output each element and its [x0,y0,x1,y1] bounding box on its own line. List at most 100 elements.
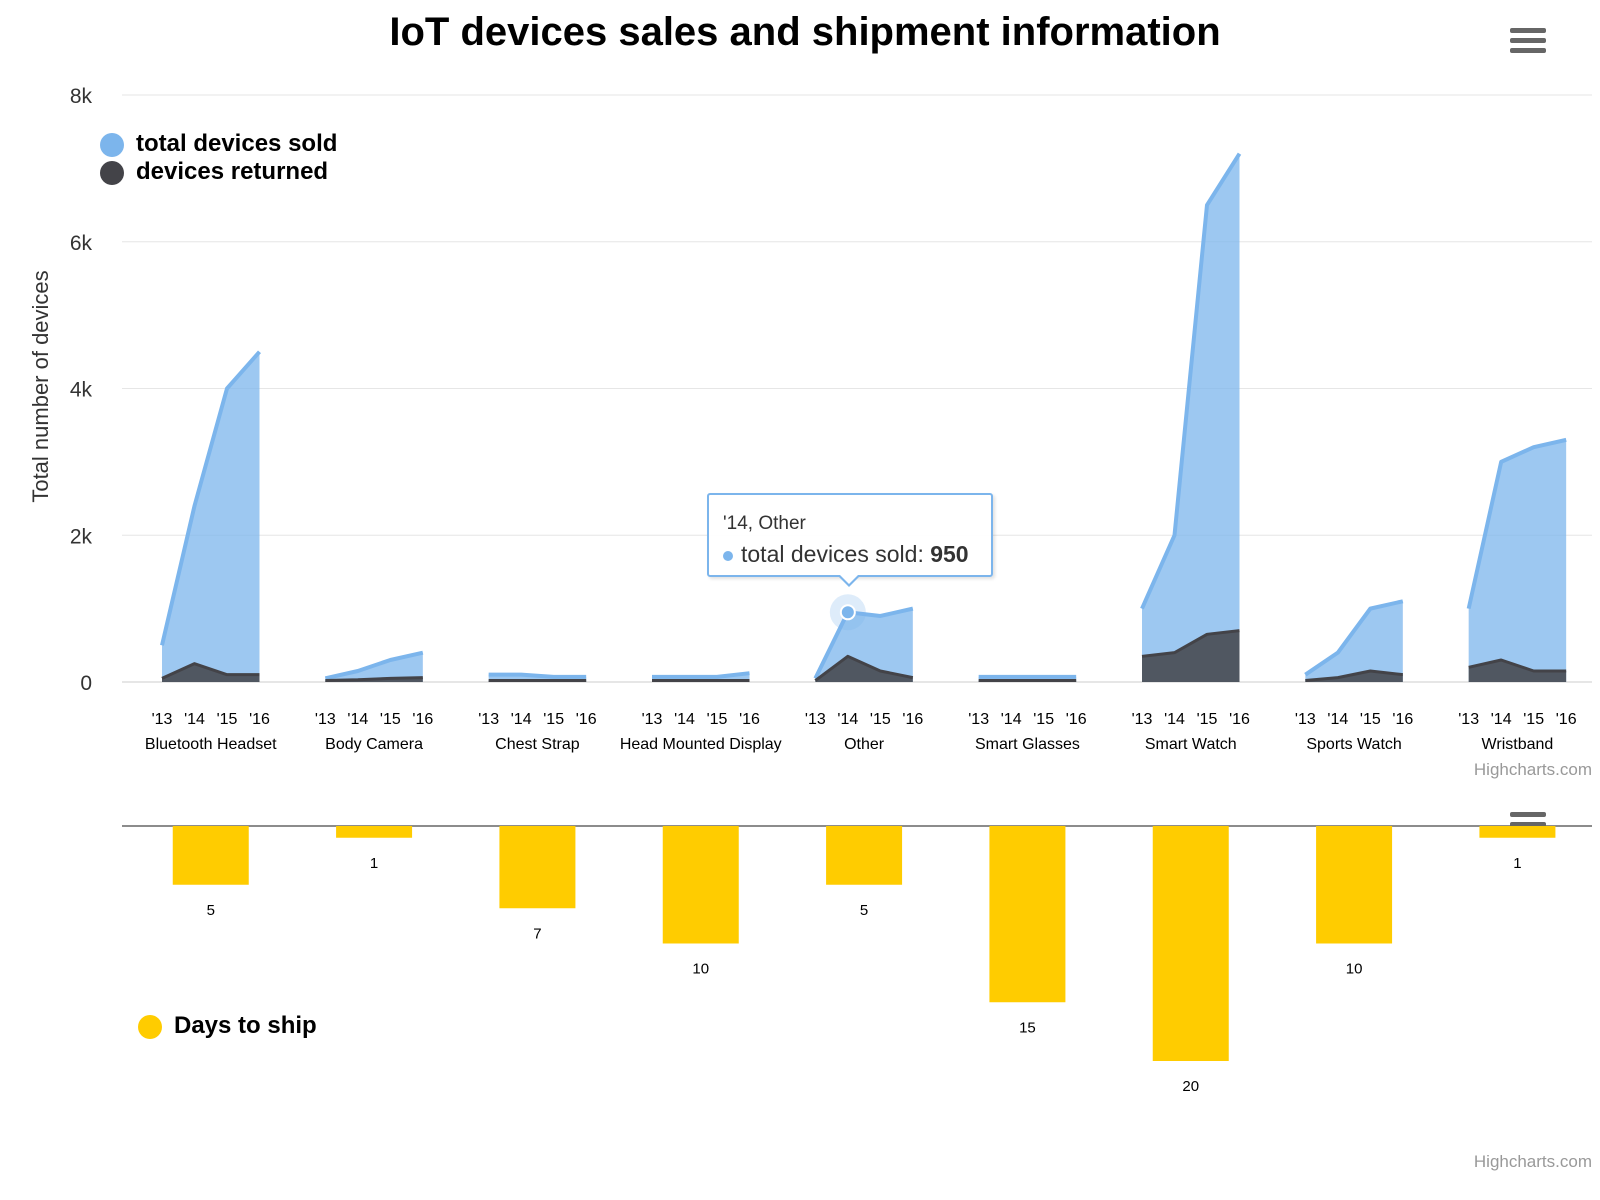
x-year-label: '13 [1458,711,1479,728]
x-year-label: '13 [1295,711,1316,728]
bar-data-label: 1 [370,855,378,872]
legend-item-days-to-ship[interactable]: Days to ship [138,1012,317,1040]
y-tick-label: 0 [80,672,92,695]
bar-data-label: 5 [207,902,215,919]
x-year-label: '13 [315,711,336,728]
legend-label-days-to-ship: Days to ship [174,1012,317,1039]
x-year-label: '15 [1523,711,1544,728]
line-returned [1141,629,1240,658]
x-year-label: '14 [347,711,368,728]
x-year-label: '14 [1001,711,1022,728]
line-returned [325,676,423,683]
x-year-label: '14 [511,711,532,728]
x-year-label: '15 [707,711,728,728]
tooltip-body: total devices sold: 950 [723,541,969,568]
line-total-sold [1140,152,1242,610]
legend-label-returned: devices returned [136,158,329,185]
legend-marker-total-sold [100,132,124,157]
tooltip-value: 950 [930,541,969,567]
line-total-sold [488,672,587,679]
bar-data-label: 5 [860,902,868,919]
tooltip-header: '14, Other [723,513,806,534]
hamburger-menu-icon[interactable] [1510,28,1546,58]
line-returned [1468,658,1567,673]
x-year-label: '16 [412,711,433,728]
x-year-label: '16 [576,711,597,728]
line-returned [1305,669,1403,683]
x-year-label: '16 [739,711,760,728]
x-category-label: Chest Strap [495,736,580,753]
line-total-sold [1304,599,1404,677]
bar-data-label: 15 [1019,1019,1036,1036]
tooltip-series-name: total devices sold [741,541,918,567]
bar-data-label: 1 [1513,855,1521,872]
x-year-label: '15 [380,711,401,728]
bar-days-to-ship [499,826,576,909]
line-total-sold [652,671,750,679]
x-year-label: '14 [1491,711,1512,728]
x-year-label: '13 [805,711,826,728]
x-year-label: '14 [1164,711,1185,728]
line-returned [161,662,260,680]
x-category-label: Other [844,736,885,753]
bar-days-to-ship [1152,826,1229,1061]
area-total-sold [1305,601,1403,682]
x-year-label: '13 [968,711,989,728]
x-category-label: Body Camera [325,736,423,753]
bar-days-to-ship [662,826,739,944]
legend-marker-returned [100,160,124,185]
bar-days-to-ship [1479,826,1556,838]
x-year-label: '14 [674,711,695,728]
x-year-label: '14 [184,711,205,728]
bar-data-label: 10 [1346,961,1363,978]
line-total-sold [813,606,914,680]
area-returned [1468,659,1567,682]
x-year-label: '13 [152,711,173,728]
x-year-label: '15 [217,711,238,728]
x-category-label: Bluetooth Headset [145,736,277,753]
x-year-label: '15 [870,711,891,728]
bar-days-to-ship [989,826,1066,1003]
legend-item-returned[interactable]: devices returned [100,158,328,186]
bar-days-to-ship [172,826,249,885]
x-year-label: '16 [1556,711,1577,728]
y-tick-label: 4k [70,379,93,402]
y-axis-title: Total number of devices [28,270,53,502]
tooltip: '14, Other total devices sold: 950 [707,493,993,587]
x-year-label: '16 [902,711,923,728]
bar-data-label: 7 [533,925,541,942]
bar-days-to-ship [826,826,903,885]
x-year-label: '16 [1066,711,1087,728]
x-year-label: '14 [837,711,858,728]
x-year-label: '13 [478,711,499,728]
y-tick-label: 6k [70,232,93,255]
credits-bottom[interactable]: Highcharts.com [1473,1152,1592,1171]
bar-data-label: 10 [692,961,709,978]
x-category-label: Wristband [1482,736,1554,753]
x-year-label: '15 [1360,711,1381,728]
credits-top[interactable]: Highcharts.com [1473,760,1592,779]
x-category-label: Smart Watch [1145,736,1237,753]
x-year-label: '15 [543,711,564,728]
x-category-label: Head Mounted Display [620,736,782,753]
x-year-label: '16 [1392,711,1413,728]
area-total-sold [162,351,260,682]
chart-title: IoT devices sales and shipment informati… [389,10,1221,54]
bar-days-to-ship [1316,826,1393,944]
area-total-sold [1468,439,1567,682]
area-total-sold [1142,153,1240,682]
x-year-label: '14 [1327,711,1348,728]
line-total-sold [1466,437,1567,610]
tooltip-marker [723,550,733,561]
x-year-label: '13 [1132,711,1153,728]
x-year-label: '16 [1229,711,1250,728]
legend-marker-days-to-ship [138,1014,162,1039]
line-total-sold [324,650,424,681]
legend-item-total-sold[interactable]: total devices sold [100,130,337,158]
x-year-label: '15 [1033,711,1054,728]
line-total-sold [160,350,261,646]
line-returned [814,654,914,682]
legend-label-total-sold: total devices sold [136,130,338,157]
bar-data-label: 20 [1182,1078,1199,1095]
